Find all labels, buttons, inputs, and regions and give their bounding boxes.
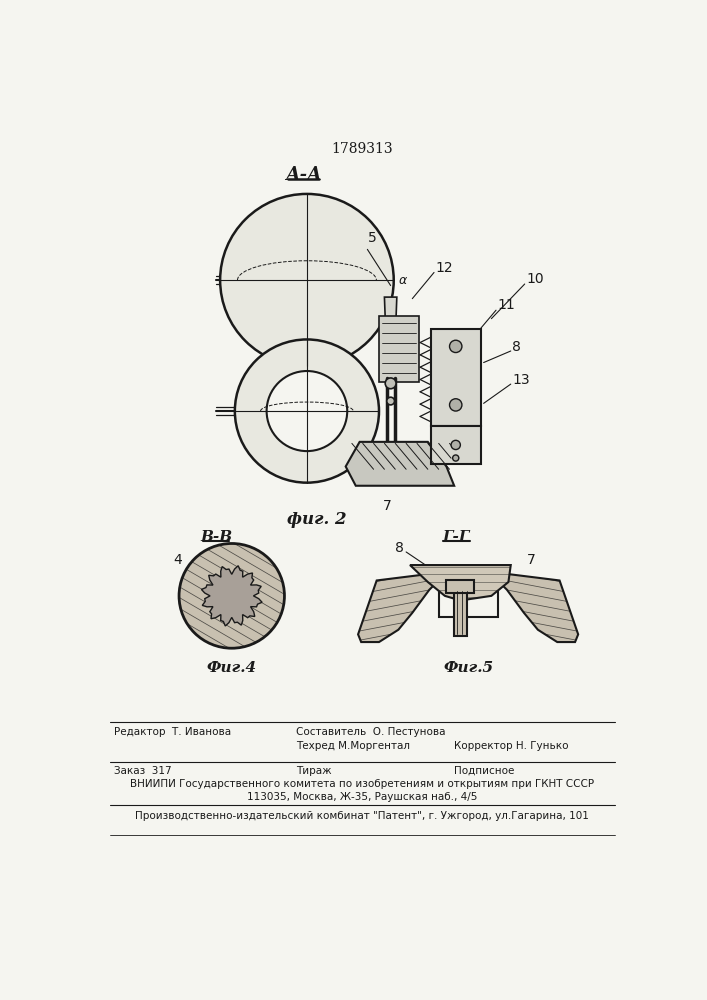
FancyBboxPatch shape [446, 580, 474, 593]
Circle shape [385, 378, 396, 389]
Circle shape [387, 397, 395, 405]
Text: Тираж: Тираж [296, 766, 332, 776]
Ellipse shape [235, 339, 379, 483]
Polygon shape [438, 573, 498, 617]
Text: Подписное: Подписное [454, 766, 515, 776]
Text: Фиг.5: Фиг.5 [443, 661, 493, 675]
Ellipse shape [267, 371, 347, 451]
Text: Фиг.4: Фиг.4 [206, 661, 257, 675]
Circle shape [451, 440, 460, 450]
Text: Корректор Н. Гунько: Корректор Н. Гунько [454, 741, 568, 751]
Text: 8: 8 [395, 541, 404, 555]
FancyBboxPatch shape [431, 426, 481, 464]
Text: фиг. 2: фиг. 2 [287, 511, 347, 528]
Text: В-В: В-В [200, 530, 233, 544]
Text: 7: 7 [382, 499, 391, 513]
Polygon shape [385, 297, 397, 359]
Text: α: α [398, 274, 407, 287]
Text: 4: 4 [173, 553, 182, 567]
Text: 10: 10 [526, 272, 544, 286]
Polygon shape [201, 566, 262, 626]
Polygon shape [358, 573, 438, 642]
Circle shape [450, 399, 462, 411]
Text: 113035, Москва, Ж-35, Раушская наб., 4/5: 113035, Москва, Ж-35, Раушская наб., 4/5 [247, 792, 477, 802]
Circle shape [452, 455, 459, 461]
Circle shape [179, 544, 284, 648]
Text: 8: 8 [513, 340, 521, 354]
Polygon shape [346, 442, 454, 486]
FancyBboxPatch shape [379, 316, 419, 382]
Polygon shape [410, 565, 510, 600]
Circle shape [450, 340, 462, 353]
Text: 13: 13 [513, 373, 530, 387]
Text: Г-Г: Г-Г [443, 530, 470, 544]
Text: Заказ  317: Заказ 317 [114, 766, 172, 776]
Text: Редактор  Т. Иванова: Редактор Т. Иванова [114, 727, 231, 737]
Text: Производственно-издательский комбинат "Патент", г. Ужгород, ул.Гагарина, 101: Производственно-издательский комбинат "П… [135, 811, 589, 821]
FancyBboxPatch shape [431, 329, 481, 426]
Text: 7: 7 [527, 553, 536, 567]
Text: 1789313: 1789313 [331, 142, 393, 156]
Text: Техред М.Моргентал: Техред М.Моргентал [296, 741, 410, 751]
Text: 12: 12 [436, 261, 453, 275]
Text: 5: 5 [368, 231, 376, 245]
Text: А-А: А-А [286, 166, 322, 184]
Text: 11: 11 [498, 298, 515, 312]
Polygon shape [498, 573, 578, 642]
Text: ВНИИПИ Государственного комитета по изобретениям и открытиям при ГКНТ СССР: ВНИИПИ Государственного комитета по изоб… [130, 779, 594, 789]
Text: Составитель  О. Пестунова: Составитель О. Пестунова [296, 727, 445, 737]
FancyBboxPatch shape [454, 590, 467, 636]
Ellipse shape [220, 194, 394, 366]
